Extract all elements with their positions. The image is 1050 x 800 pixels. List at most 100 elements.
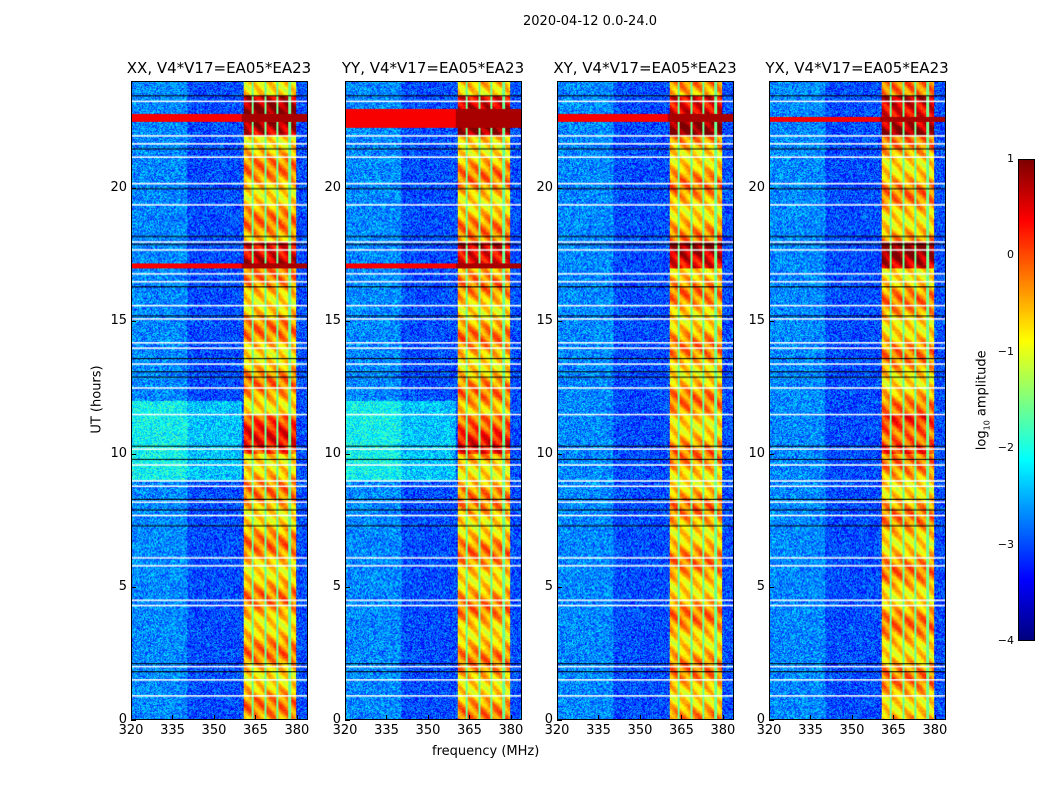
y-tick-label: 15 <box>324 312 341 328</box>
x-tick-label: 350 <box>839 723 865 738</box>
x-tick-label: 380 <box>710 723 736 738</box>
y-tick-label: 10 <box>324 445 341 461</box>
y-tick-label: 20 <box>748 179 765 195</box>
x-tick-mark <box>598 715 600 720</box>
y-tick-mark <box>557 586 562 588</box>
y-tick-mark <box>769 453 774 455</box>
y-tick-label: 10 <box>748 445 765 461</box>
y-axis-label: UT (hours) <box>89 365 105 434</box>
colorbar-label: log10 amplitude <box>974 350 992 451</box>
x-tick-mark <box>469 715 471 720</box>
y-tick-mark <box>131 187 136 189</box>
heatmap-panel <box>769 81 946 720</box>
x-tick-mark <box>427 715 429 720</box>
x-tick-label: 380 <box>284 723 310 738</box>
x-tick-mark <box>386 715 388 720</box>
x-tick-mark <box>345 715 346 720</box>
y-tick-label: 5 <box>756 578 765 594</box>
x-tick-mark <box>851 715 853 720</box>
x-tick-label: 320 <box>756 723 782 738</box>
y-tick-mark <box>131 720 136 721</box>
x-tick-label: 320 <box>332 723 358 738</box>
x-tick-mark <box>893 715 895 720</box>
x-tick-label: 380 <box>498 723 524 738</box>
y-tick-label: 0 <box>332 712 341 727</box>
y-tick-label: 10 <box>110 445 127 461</box>
x-tick-label: 335 <box>586 723 611 738</box>
heatmap-panel <box>345 81 522 720</box>
x-tick-mark <box>296 715 298 720</box>
x-tick-label: 365 <box>457 723 482 738</box>
figure-title: 2020-04-12 0.0-24.0 <box>523 14 657 29</box>
x-tick-mark <box>213 715 215 720</box>
y-tick-mark <box>131 453 136 455</box>
x-tick-mark <box>131 715 132 720</box>
x-tick-label: 350 <box>415 723 441 738</box>
colorbar <box>1018 159 1035 641</box>
y-tick-label: 5 <box>118 578 127 594</box>
y-tick-mark <box>345 586 350 588</box>
panel-title: XY, V4*V17=EA05*EA23 <box>553 59 737 77</box>
y-tick-label: 0 <box>756 712 765 727</box>
x-tick-mark <box>722 715 724 720</box>
y-tick-label: 15 <box>110 312 127 328</box>
x-tick-label: 365 <box>669 723 694 738</box>
y-tick-label: 10 <box>536 445 553 461</box>
heatmap-panel <box>557 81 734 720</box>
x-tick-label: 365 <box>243 723 268 738</box>
y-tick-mark <box>769 586 774 588</box>
panel-title: YY, V4*V17=EA05*EA23 <box>341 59 525 77</box>
y-tick-mark <box>131 586 136 588</box>
y-tick-mark <box>769 720 774 721</box>
y-tick-label: 15 <box>536 312 553 328</box>
y-tick-mark <box>557 320 562 322</box>
x-tick-label: 320 <box>118 723 144 738</box>
colorbar-tick-label: 1 <box>1007 152 1014 165</box>
x-tick-mark <box>639 715 641 720</box>
x-tick-label: 335 <box>798 723 823 738</box>
x-tick-label: 335 <box>160 723 185 738</box>
colorbar-tick-label: −1 <box>997 344 1014 358</box>
heatmap-panel <box>131 81 308 720</box>
colorbar-tick-label: −2 <box>997 441 1014 455</box>
x-tick-label: 350 <box>201 723 227 738</box>
y-tick-mark <box>345 720 350 721</box>
x-tick-label: 335 <box>374 723 399 738</box>
x-tick-mark <box>172 715 174 720</box>
y-tick-mark <box>557 453 562 455</box>
y-tick-label: 15 <box>748 312 765 328</box>
x-tick-mark <box>557 715 558 720</box>
y-tick-label: 20 <box>536 179 553 195</box>
y-tick-mark <box>345 187 350 189</box>
x-tick-mark <box>681 715 683 720</box>
x-tick-label: 350 <box>627 723 653 738</box>
y-tick-label: 5 <box>332 578 341 594</box>
x-tick-mark <box>769 715 770 720</box>
colorbar-tick-label: 0 <box>1007 248 1014 262</box>
y-tick-mark <box>557 720 562 721</box>
x-tick-mark <box>810 715 812 720</box>
y-tick-mark <box>769 187 774 189</box>
y-tick-label: 5 <box>544 578 553 594</box>
colorbar-tick-label: −3 <box>997 537 1014 551</box>
x-tick-label: 380 <box>922 723 948 738</box>
x-axis-label: frequency (MHz) <box>432 744 540 759</box>
y-tick-label: 0 <box>544 712 553 727</box>
y-tick-mark <box>345 320 350 322</box>
panel-title: XX, V4*V17=EA05*EA23 <box>126 59 312 77</box>
y-tick-mark <box>769 320 774 322</box>
x-tick-label: 365 <box>881 723 906 738</box>
x-tick-mark <box>510 715 512 720</box>
x-tick-label: 320 <box>544 723 570 738</box>
x-tick-mark <box>255 715 257 720</box>
y-tick-mark <box>131 320 136 322</box>
y-tick-label: 0 <box>118 712 127 727</box>
y-tick-label: 20 <box>110 179 127 195</box>
y-tick-mark <box>557 187 562 189</box>
y-tick-mark <box>345 453 350 455</box>
x-tick-mark <box>934 715 936 720</box>
y-tick-label: 20 <box>324 179 341 195</box>
panel-title: YX, V4*V17=EA05*EA23 <box>765 59 949 77</box>
colorbar-tick-label: −4 <box>997 634 1014 647</box>
